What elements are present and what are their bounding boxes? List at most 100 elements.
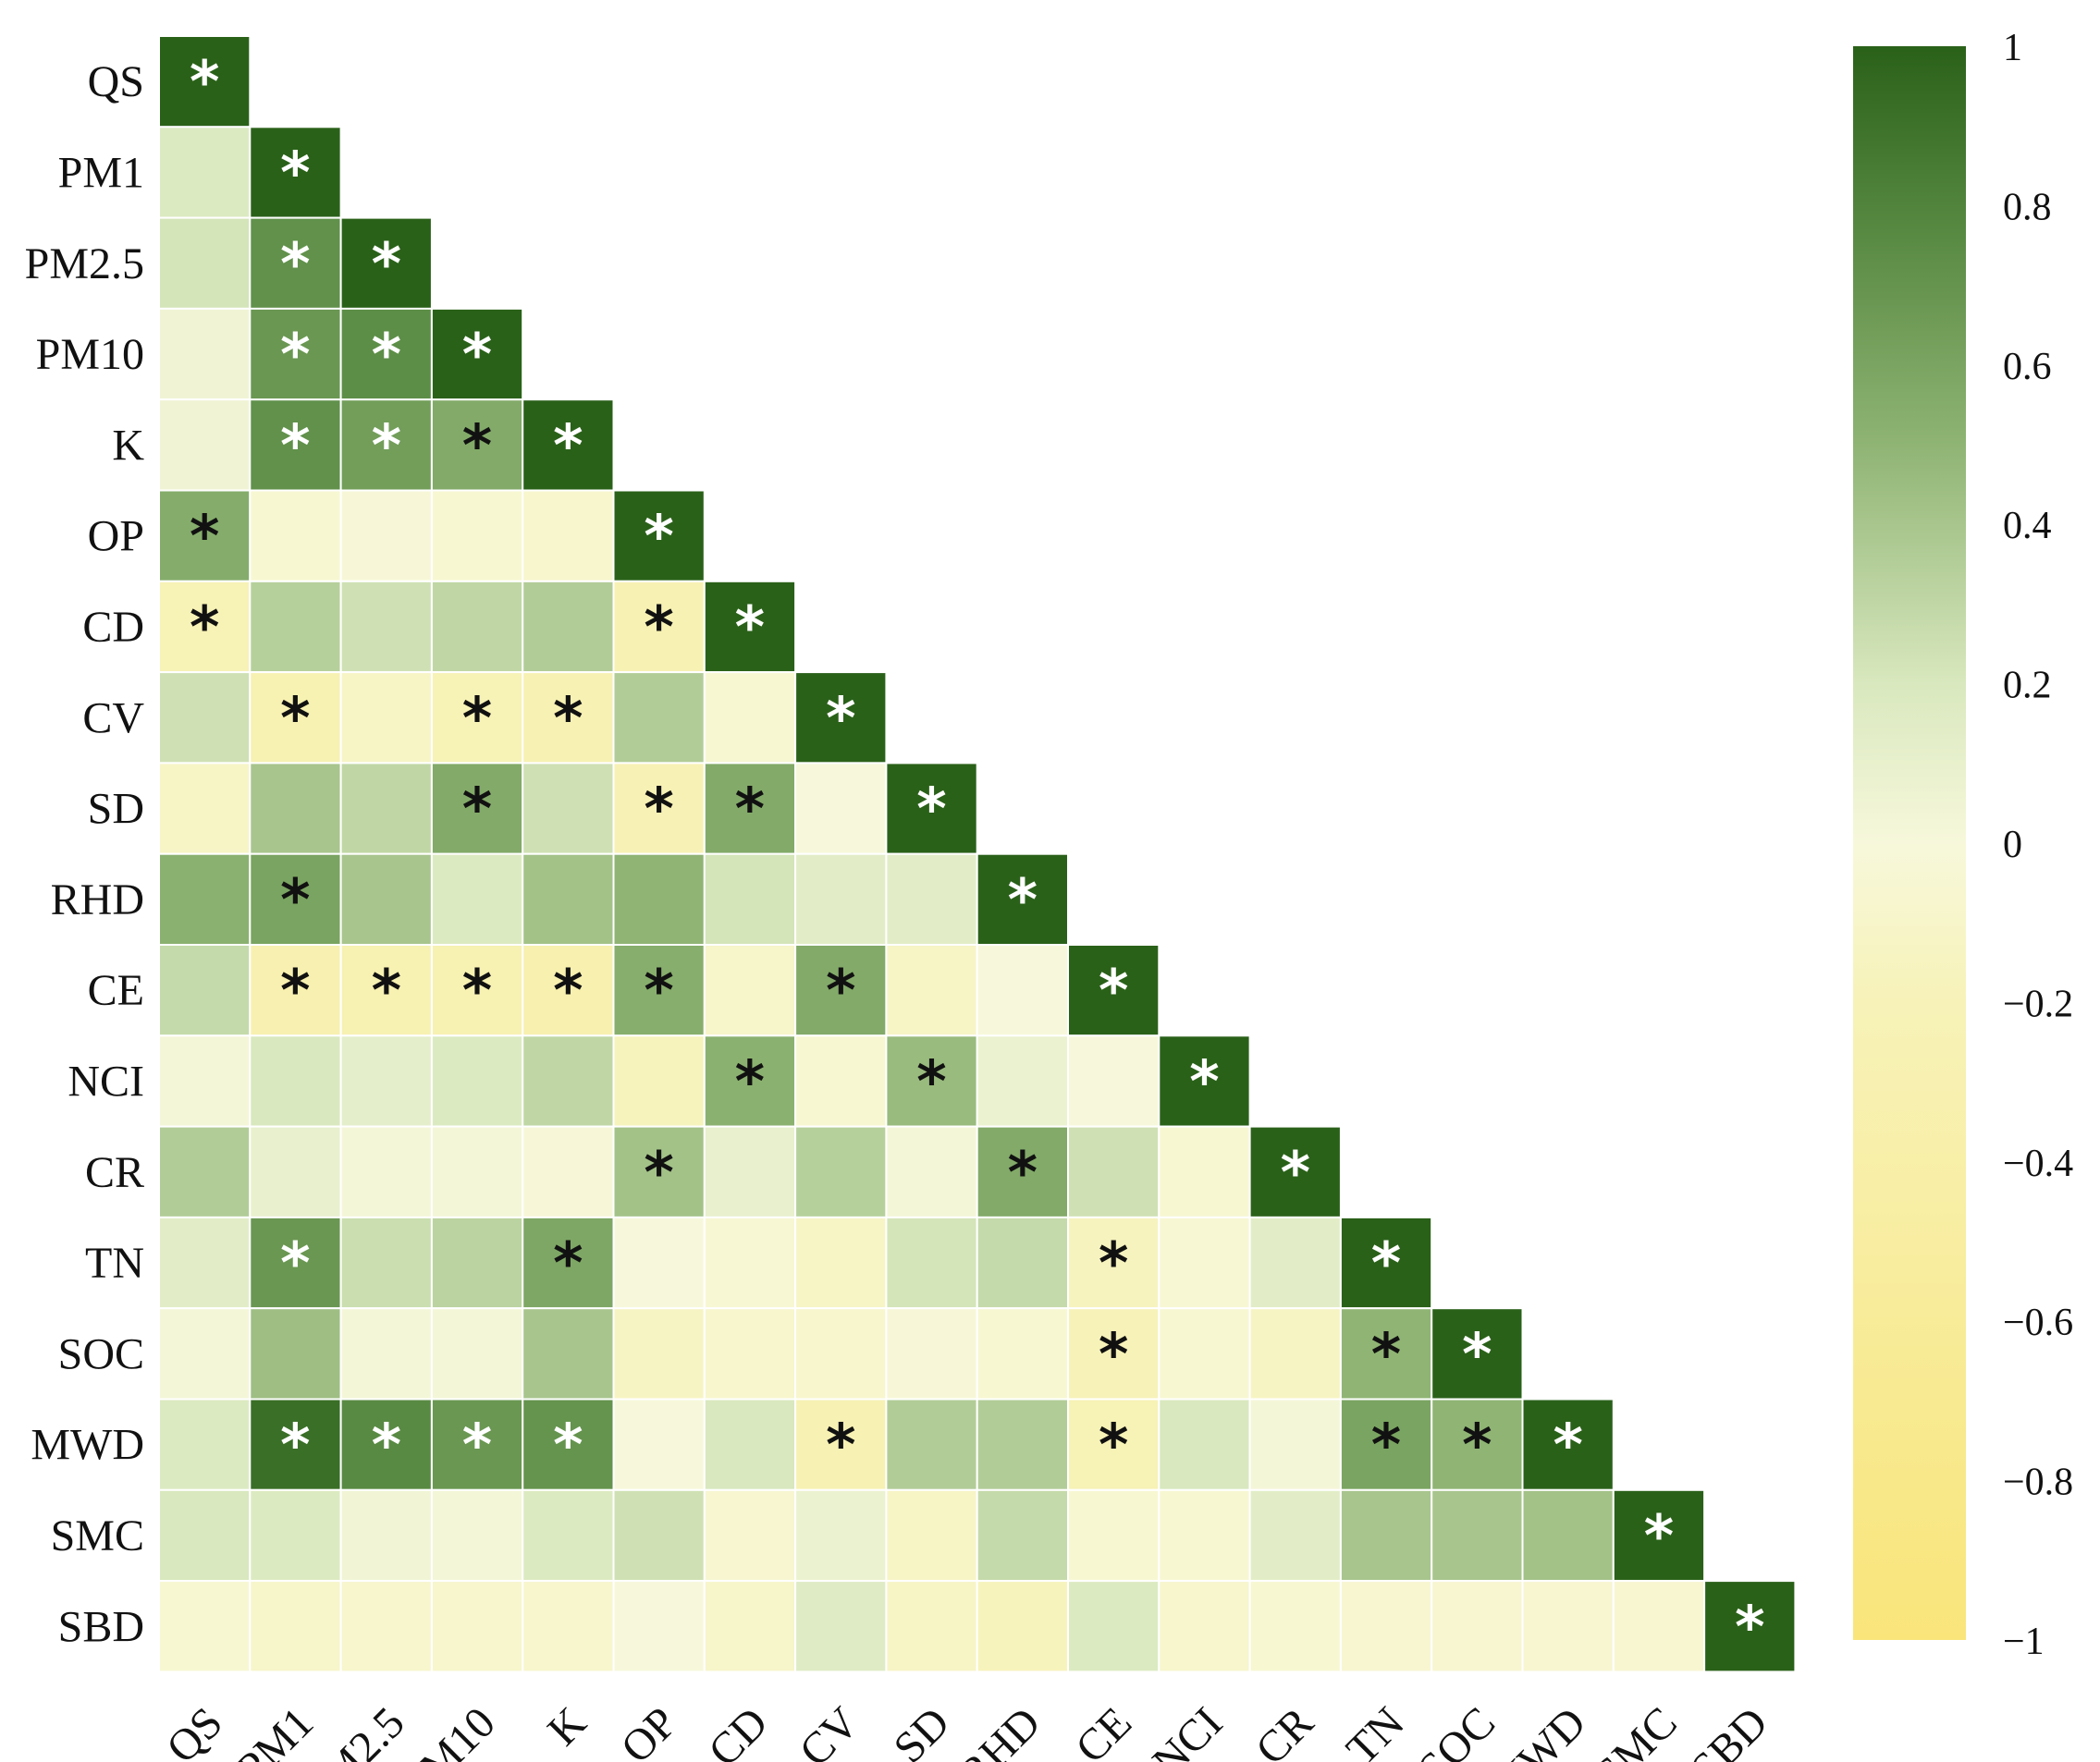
heatmap-cell-SBD-OP (612, 1580, 706, 1673)
heatmap-cell-SOC-OP (612, 1307, 706, 1401)
colorbar-tick-label: −0.6 (2003, 1302, 2073, 1344)
heatmap-cell-MWD-SOC (1431, 1398, 1524, 1491)
colorbar-tick-label: 0 (2003, 824, 2022, 866)
significance-star-SD-CD: * (735, 776, 765, 843)
heatmap-cell-SD-PM2.5 (339, 762, 433, 855)
y-tick-label-SBD: SBD (58, 1602, 144, 1651)
heatmap-cell-SMC-RHD (976, 1488, 1069, 1583)
significance-star-SOC-CE: * (1099, 1320, 1128, 1388)
heatmap-cell-PM2.5-PM2.5 (339, 216, 433, 310)
significance-star-CV-CV: * (826, 684, 855, 752)
heatmap-cell-CR-CR (1248, 1125, 1342, 1218)
significance-star-NCI-NCI: * (1189, 1048, 1219, 1116)
heatmap-cell-CR-CV (794, 1125, 888, 1218)
significance-star-CE-CV: * (826, 957, 855, 1024)
significance-star-PM2.5-PM2.5: * (372, 230, 401, 298)
colorbar-tick-label: 1 (2003, 27, 2022, 69)
heatmap-cell-SMC-K (522, 1488, 615, 1583)
heatmap-cell-PM2.5-PM1 (249, 216, 342, 310)
heatmap-cell-SMC-NCI (1158, 1488, 1251, 1583)
significance-star-SD-PM10: * (462, 776, 492, 843)
colorbar-tick-label: 0.6 (2003, 346, 2052, 388)
significance-star-SOC-SOC: * (1462, 1320, 1492, 1388)
significance-star-PM10-PM2.5: * (372, 321, 401, 388)
heatmap-cell-SBD-QS (158, 1580, 252, 1673)
y-tick-label-RHD: RHD (51, 875, 144, 924)
heatmap-cell-SMC-SD (885, 1488, 978, 1583)
x-tick-label-NCI: NCI (1143, 1698, 1232, 1762)
heatmap-cell-CE-QS (158, 944, 252, 1037)
x-tick-label-SOC: SOC (1409, 1698, 1505, 1762)
x-tick-label-CD: CD (699, 1698, 778, 1762)
heatmap-cell-MWD-CV (794, 1398, 888, 1491)
significance-star-CR-OP: * (644, 1139, 673, 1206)
heatmap-cell-SBD-K (522, 1580, 615, 1673)
heatmap-cell-K-PM1 (249, 398, 342, 492)
heatmap-cell-CV-K (522, 671, 615, 765)
heatmap-cell-SD-CD (703, 762, 797, 855)
heatmap-cell-SOC-CV (794, 1307, 888, 1401)
significance-star-PM1-PM1: * (280, 140, 310, 207)
heatmap-cell-PM1-QS (158, 126, 252, 219)
heatmap-cell-SBD-PM10 (430, 1580, 524, 1673)
significance-star-NCI-SD: * (916, 1048, 946, 1116)
heatmap-cell-SD-PM10 (430, 762, 524, 855)
heatmap-cell-SBD-MWD (1521, 1580, 1615, 1673)
colorbar-gradient (1853, 46, 1966, 1640)
heatmap-cell-TN-CR (1248, 1216, 1342, 1310)
heatmap-cell-SOC-K (522, 1307, 615, 1401)
heatmap-cell-TN-TN (1339, 1216, 1433, 1310)
heatmap-cell-SOC-SD (885, 1307, 978, 1401)
heatmap-cell-RHD-CV (794, 852, 888, 947)
heatmap-cell-SMC-CV (794, 1488, 888, 1583)
significance-star-MWD-MWD: * (1553, 1412, 1582, 1479)
heatmap-cell-CR-PM10 (430, 1125, 524, 1218)
heatmap-cell-RHD-PM10 (430, 852, 524, 947)
significance-star-MWD-SOC: * (1462, 1412, 1492, 1479)
heatmap-cell-SMC-OP (612, 1488, 706, 1583)
heatmap-cell-SBD-PM2.5 (339, 1580, 433, 1673)
heatmap-cell-NCI-PM10 (430, 1034, 524, 1128)
heatmap-cell-SBD-CV (794, 1580, 888, 1673)
heatmap-cell-SD-CV (794, 762, 888, 855)
x-tick-label-CV: CV (790, 1697, 868, 1762)
significance-star-SOC-TN: * (1371, 1320, 1401, 1388)
heatmap-cell-MWD-RHD (976, 1398, 1069, 1491)
heatmap-cell-SOC-NCI (1158, 1307, 1251, 1401)
significance-star-SMC-SMC: * (1644, 1502, 1674, 1570)
heatmap-cell-CD-CD (703, 580, 797, 674)
heatmap-cell-TN-OP (612, 1216, 706, 1310)
heatmap-cell-CE-SD (885, 944, 978, 1037)
significance-star-CD-QS: * (190, 593, 219, 661)
heatmap-cell-SBD-PM1 (249, 1580, 342, 1673)
heatmap-cell-OP-PM1 (249, 489, 342, 582)
significance-star-CE-PM10: * (462, 957, 492, 1024)
significance-star-TN-PM1: * (280, 1230, 310, 1297)
significance-star-MWD-TN: * (1371, 1412, 1401, 1479)
heatmap-cell-TN-PM2.5 (339, 1216, 433, 1310)
x-tick-label-PM1: PM1 (227, 1698, 324, 1762)
heatmap-cell-PM1-PM1 (249, 126, 342, 219)
y-tick-label-PM1: PM1 (58, 149, 144, 198)
heatmap-cell-QS-QS (158, 35, 252, 128)
heatmap-cell-MWD-K (522, 1398, 615, 1491)
y-tick-label-CV: CV (82, 693, 144, 742)
heatmap-cell-SMC-PM2.5 (339, 1488, 433, 1583)
heatmap-cell-SD-OP (612, 762, 706, 855)
heatmap-cell-CD-PM10 (430, 580, 524, 674)
significance-star-CE-CE: * (1099, 957, 1128, 1024)
heatmap-cell-SBD-SD (885, 1580, 978, 1673)
y-axis-labels: QS PM1 PM2.5 PM10 K OP CD CV SD RHD CE NCI CR TN SOC MW… (25, 57, 145, 1651)
x-tick-label-CE: CE (1066, 1698, 1141, 1762)
heatmap-cell-CD-K (522, 580, 615, 674)
colorbar-tick-label: −1 (2003, 1621, 2045, 1663)
x-tick-label-RHD: RHD (949, 1698, 1050, 1762)
heatmap-cell-RHD-RHD (976, 852, 1069, 947)
heatmap-cell-MWD-CD (703, 1398, 797, 1491)
heatmap-cell-NCI-RHD (976, 1034, 1069, 1128)
significance-star-NCI-CD: * (735, 1048, 765, 1116)
heatmap-cell-NCI-CV (794, 1034, 888, 1128)
significance-star-CV-PM10: * (462, 684, 492, 752)
heatmap-cell-PM2.5-QS (158, 216, 252, 310)
